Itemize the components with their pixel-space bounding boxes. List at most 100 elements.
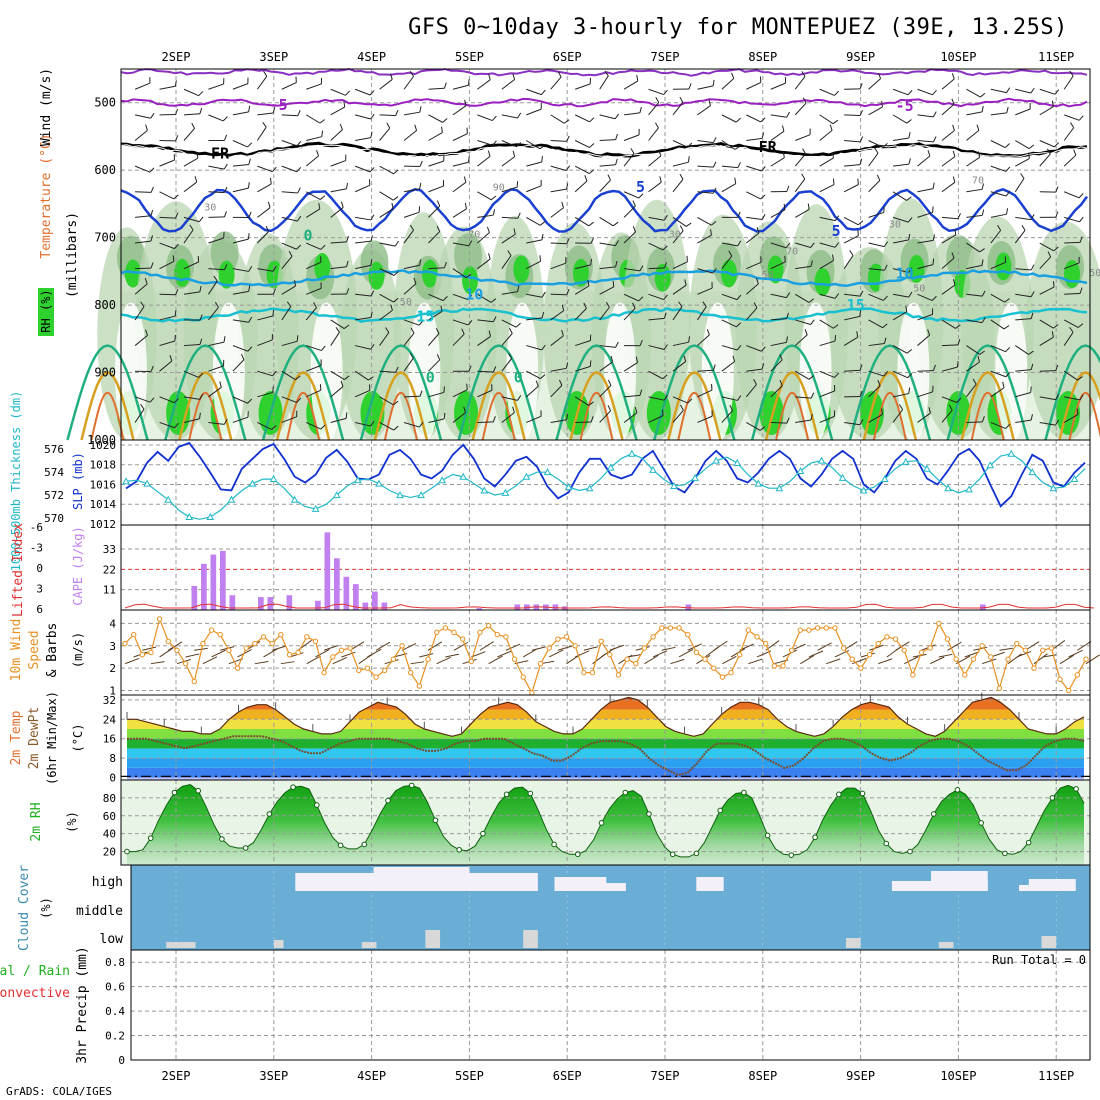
rh-point <box>598 820 605 826</box>
wind-barb-flag <box>688 83 692 90</box>
wind-barb <box>379 114 396 117</box>
rh-contour-label: 70 <box>972 176 984 187</box>
wind-barb-flag <box>1030 414 1033 421</box>
wind-barb <box>281 242 297 250</box>
wind-barb <box>232 416 249 423</box>
rh-point <box>219 836 225 842</box>
wind-barb <box>525 385 539 398</box>
wind-speed-point <box>425 656 431 662</box>
wind-barb-flag <box>702 301 707 307</box>
wind-barb-flag <box>443 82 447 89</box>
wind-barb-flag <box>612 221 619 227</box>
wind-barb <box>159 396 175 404</box>
wind-speed-point <box>711 665 717 671</box>
wind-barb <box>941 366 958 372</box>
wind-barb <box>1014 230 1026 244</box>
wind-barb <box>330 160 346 167</box>
wind-barb-flag <box>313 302 317 308</box>
wind-barb-flag <box>662 374 668 380</box>
wind-barb <box>330 188 347 193</box>
wind-barb-flag <box>316 150 319 157</box>
temp-tick: 0 <box>109 772 116 785</box>
wind-barb <box>770 209 786 218</box>
wind-barb-flag <box>679 173 684 180</box>
wind-speed-point <box>364 665 371 671</box>
wind-speed-point <box>936 620 942 627</box>
rh-point <box>788 852 795 858</box>
wind-barb-flag <box>907 217 913 223</box>
wind-barb <box>892 409 904 423</box>
bottom-date-tick: 7SEP <box>651 1069 680 1083</box>
wind-barb <box>917 412 931 423</box>
wind-barb-flag <box>957 213 961 219</box>
wind-barb-flag <box>786 185 790 192</box>
wind-barb-flag <box>515 322 521 328</box>
wind-barb-flag <box>782 125 785 132</box>
wind-barb-flag <box>150 112 155 119</box>
wind-barb <box>526 293 543 298</box>
wind-barb-flag <box>1055 364 1059 371</box>
wind-barb-flag <box>390 304 393 311</box>
wind-barb-flag <box>541 311 545 319</box>
rh-70-region <box>623 199 691 440</box>
top-date-tick: 4SEP <box>357 50 386 64</box>
rh-line <box>127 783 1085 858</box>
wind-barb-flag <box>296 215 302 222</box>
wind-barb-flag <box>883 337 887 344</box>
wind-barb <box>892 114 907 124</box>
cape-bar <box>201 563 207 610</box>
wind-barb-flag <box>343 324 350 329</box>
surface-wind-barb <box>981 658 997 665</box>
wind-barb <box>770 385 783 398</box>
rh-axis-label: 2m RH <box>29 802 44 841</box>
contour-label: 5 <box>832 222 841 240</box>
wind-barb <box>330 370 345 381</box>
wind-barb-flag <box>1005 166 1011 172</box>
wind-barb-flag <box>487 150 491 157</box>
rh-point <box>432 817 439 824</box>
cape-tick: 11 <box>103 584 116 597</box>
wind-barb-flag <box>320 244 326 250</box>
surface-wind-barb <box>878 658 893 665</box>
wind-barb <box>795 134 811 141</box>
wind-barb <box>648 370 663 380</box>
surface-wind-barb <box>401 642 417 651</box>
wind-barb-flag <box>436 225 441 232</box>
wind-barb-flag <box>955 324 961 329</box>
wind-barb <box>819 370 835 378</box>
wind-barb-flag <box>272 370 277 377</box>
slp-tick: 1020 <box>90 439 117 452</box>
wind-barb <box>159 260 175 270</box>
wind-barb <box>550 419 567 423</box>
wind-barb-flag <box>662 245 668 251</box>
wind-barb <box>183 396 200 400</box>
wind-speed-point <box>494 631 500 638</box>
wind-barb <box>428 87 445 90</box>
wind-barb-flag <box>737 395 742 401</box>
wind-barb <box>1064 396 1081 401</box>
wind-barb <box>672 178 684 193</box>
wind-barb-flag <box>541 291 546 298</box>
wind-barb <box>794 102 807 116</box>
wind-barb-flag <box>467 79 470 86</box>
wind-barb <box>379 127 391 141</box>
wind-barb-flag <box>956 397 962 403</box>
wind-barb <box>208 421 225 425</box>
wind-barb <box>403 264 420 270</box>
wind-barb <box>648 293 664 301</box>
wind-barb <box>990 421 1006 430</box>
wind-barb-flag <box>1021 224 1026 231</box>
wind-barb-flag <box>295 375 301 381</box>
wind-barb <box>672 306 683 321</box>
wind-barb-flag <box>1003 325 1010 330</box>
wind-barb-flag <box>683 355 687 362</box>
cape-bar <box>191 585 198 610</box>
wind-barb <box>330 386 344 398</box>
surface-wind-barb <box>419 653 434 658</box>
wind-barb-flag <box>859 310 862 317</box>
wind-barb <box>990 112 1007 116</box>
wind-barb <box>990 293 1005 303</box>
wind-barb-flag <box>512 150 516 157</box>
wind-barb-flag <box>490 195 497 201</box>
wind-barb <box>1063 331 1074 346</box>
